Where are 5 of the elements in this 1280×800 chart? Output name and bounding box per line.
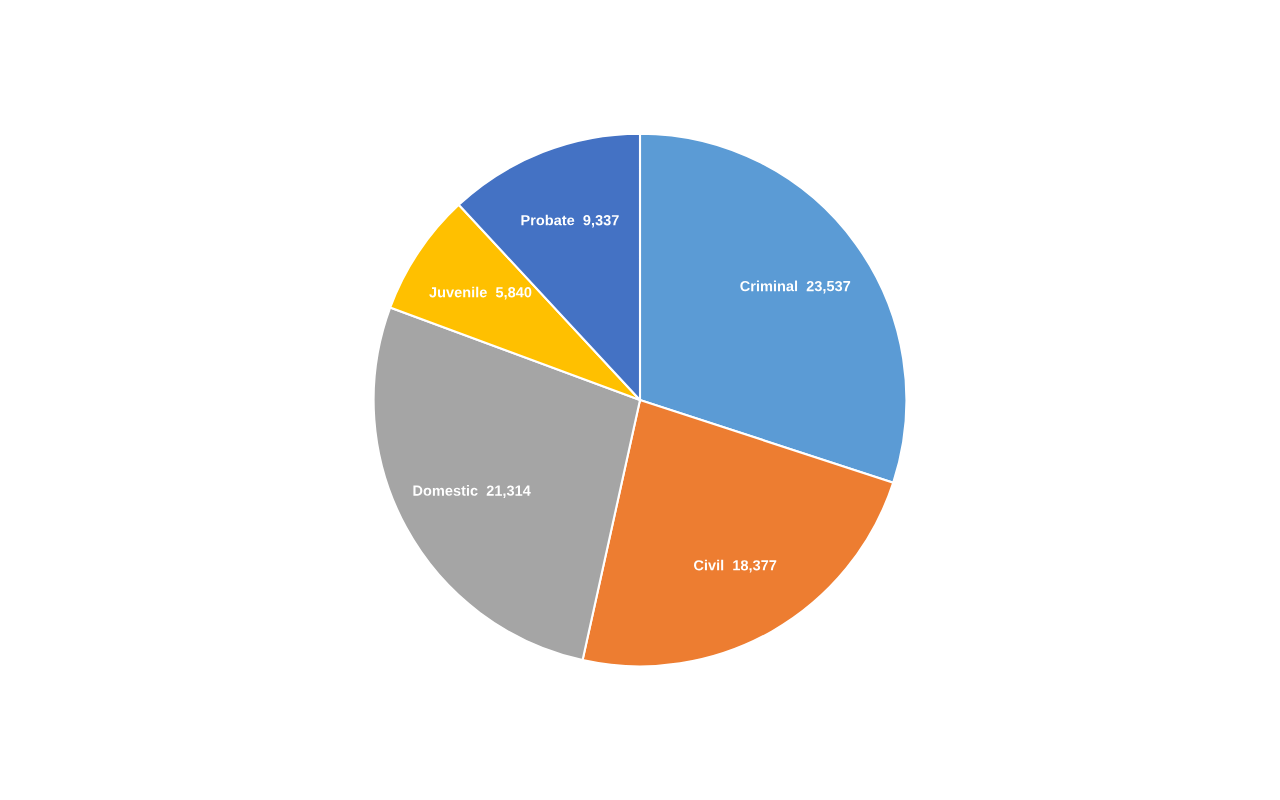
slice-label: Civil 18,377 <box>694 559 777 573</box>
slice-label: Criminal 23,537 <box>740 280 851 294</box>
slice-label: Juvenile 5,840 <box>429 286 532 300</box>
slice-label: Probate 9,337 <box>521 214 619 228</box>
slice-label: Domestic 21,314 <box>413 485 531 498</box>
